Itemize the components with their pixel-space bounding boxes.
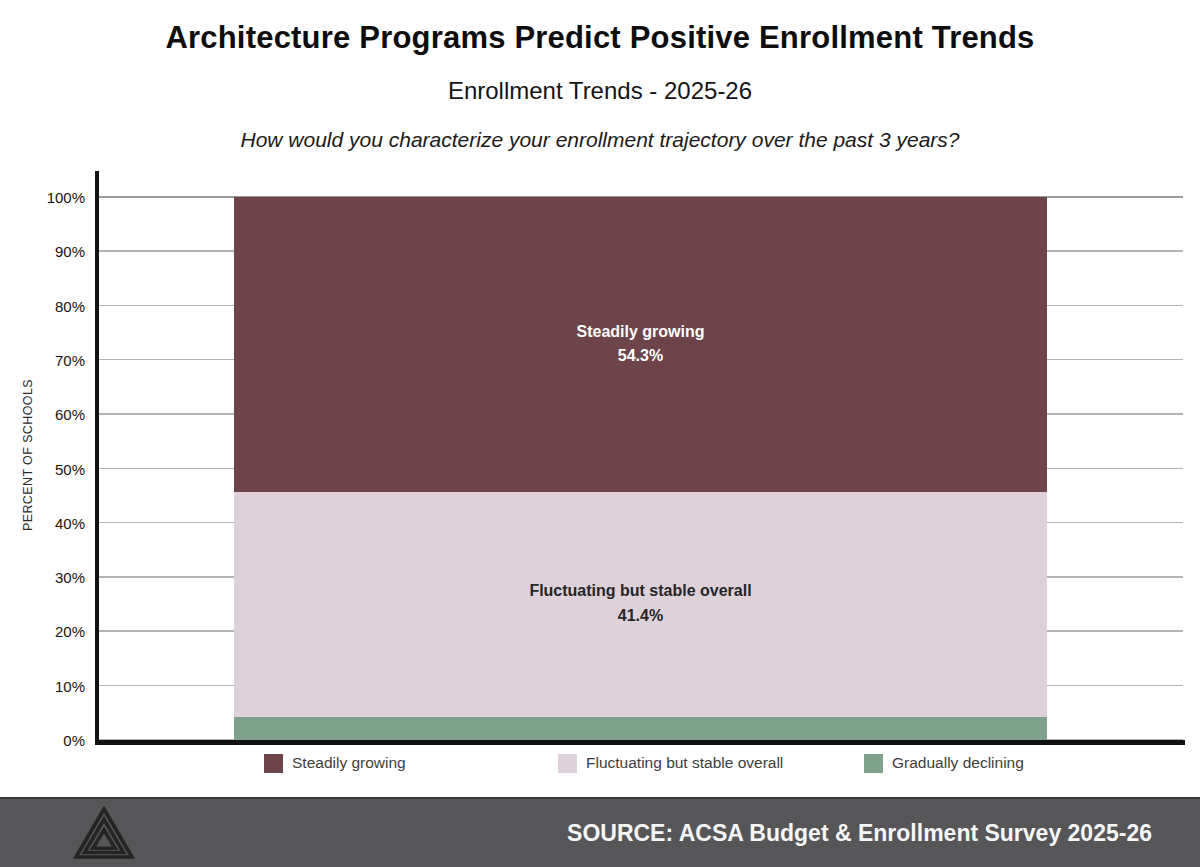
y-tick-0%: 0% [63,732,85,749]
legend-swatch-fluctuating-stable [558,754,577,773]
y-tick-60%: 60% [55,406,85,423]
page-title: Architecture Programs Predict Positive E… [0,20,1200,56]
bar-segment-gradually-declining [234,717,1047,740]
legend-swatch-gradually-declining [864,754,883,773]
segment-label-value: 54.3% [576,344,704,369]
legend-label: Fluctuating but stable overall [586,754,783,772]
legend-item-steadily-growing: Steadily growing [264,752,406,774]
legend-item-fluctuating-stable: Fluctuating but stable overall [558,752,783,774]
page-subtitle: Enrollment Trends - 2025-26 [0,77,1200,105]
y-tick-30%: 30% [55,569,85,586]
page: Architecture Programs Predict Positive E… [0,0,1200,867]
segment-label-value: 41.4% [529,604,751,629]
segment-label-text: Steadily growing [576,320,704,345]
y-tick-50%: 50% [55,460,85,477]
legend-swatch-steadily-growing [264,754,283,773]
acsa-logo-icon [72,806,136,860]
legend-label: Steadily growing [292,754,406,772]
bar-segment-steadily-growing: Steadily growing 54.3% [234,197,1047,492]
y-tick-80%: 80% [55,297,85,314]
y-tick-20%: 20% [55,623,85,640]
plot-area: Steadily growing 54.3% Fluctuating but s… [99,197,1183,740]
y-axis-line [95,171,99,745]
segment-label-steadily-growing: Steadily growing 54.3% [576,320,704,370]
source-text: SOURCE: ACSA Budget & Enrollment Survey … [567,820,1152,847]
y-tick-70%: 70% [55,351,85,368]
survey-question: How would you characterize your enrollme… [0,128,1200,152]
y-tick-40%: 40% [55,514,85,531]
bar-segment-fluctuating-stable: Fluctuating but stable overall 41.4% [234,492,1047,717]
legend-label: Gradually declining [892,754,1024,772]
segment-label-text: Fluctuating but stable overall [529,579,751,604]
legend-item-gradually-declining: Gradually declining [864,752,1024,774]
stacked-bar: Steadily growing 54.3% Fluctuating but s… [234,197,1047,740]
y-tick-10%: 10% [55,677,85,694]
y-tick-100%: 100% [47,189,85,206]
x-axis-line [95,740,1185,745]
source-footer: SOURCE: ACSA Budget & Enrollment Survey … [0,797,1200,867]
y-axis-label: PERCENT OF SCHOOLS [21,379,35,531]
segment-label-fluctuating-stable: Fluctuating but stable overall 41.4% [529,579,751,629]
y-tick-90%: 90% [55,243,85,260]
